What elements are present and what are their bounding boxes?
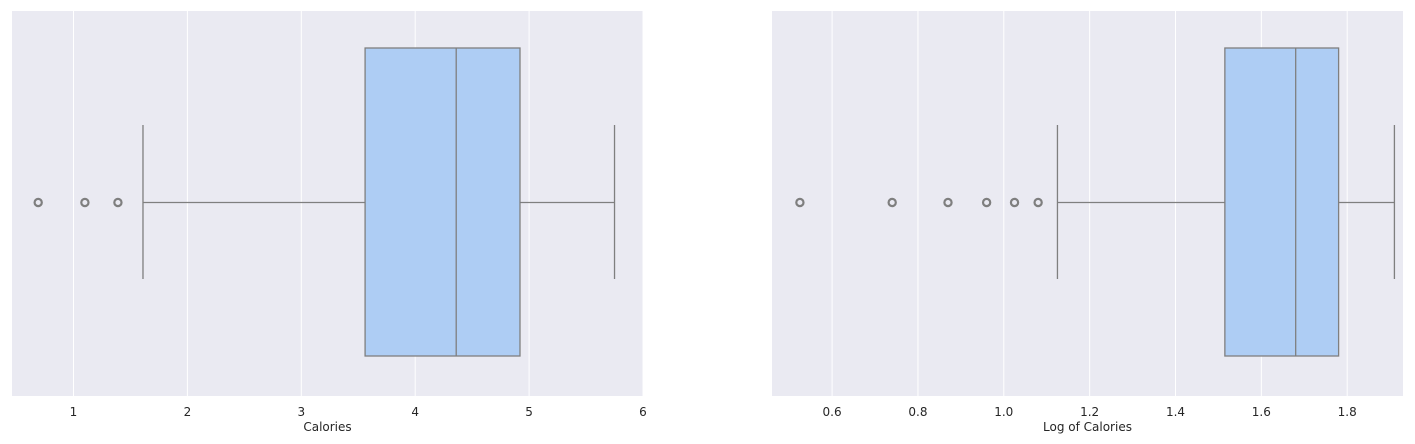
outlier-point xyxy=(1033,197,1043,208)
outlier-point xyxy=(887,197,897,208)
plot-area xyxy=(12,11,643,396)
outlier-point xyxy=(113,197,123,208)
x-tick-label: 1.0 xyxy=(994,405,1013,419)
x-tick-label: 1.6 xyxy=(1252,405,1271,419)
outlier-point xyxy=(943,197,953,208)
x-tick-label: 2 xyxy=(184,405,192,419)
x-tick-label: 4 xyxy=(411,405,419,419)
calories-boxplot-panel: 1 2 3 4 5 6 Calories xyxy=(12,11,647,434)
outlier-point xyxy=(1009,197,1020,208)
x-tick-label: 5 xyxy=(525,405,533,419)
interquartile-box xyxy=(1224,47,1340,357)
x-ticks: 1 2 3 4 5 6 xyxy=(70,405,647,419)
x-tick-label: 0.6 xyxy=(823,405,842,419)
outlier-point xyxy=(795,197,805,208)
x-ticks: 0.6 0.8 1.0 1.2 1.4 1.6 1.8 xyxy=(823,405,1357,419)
grid-lines xyxy=(831,11,1348,396)
outlier-point xyxy=(80,197,90,208)
x-tick-label: 1.8 xyxy=(1338,405,1357,419)
x-tick-label: 0.8 xyxy=(908,405,927,419)
x-tick-label: 1.4 xyxy=(1166,405,1185,419)
x-tick-label: 6 xyxy=(639,405,647,419)
x-axis-label: Calories xyxy=(303,420,351,434)
x-tick-label: 1 xyxy=(70,405,78,419)
box-marks xyxy=(795,47,1396,357)
interquartile-box xyxy=(364,47,521,357)
outlier-point xyxy=(981,197,992,208)
box-marks xyxy=(33,47,616,357)
x-axis-label: Log of Calories xyxy=(1043,420,1132,434)
x-tick-label: 1.2 xyxy=(1080,405,1099,419)
x-tick-label: 3 xyxy=(297,405,305,419)
outlier-point xyxy=(33,197,43,208)
log-calories-boxplot-panel: 0.6 0.8 1.0 1.2 1.4 1.6 1.8 Log of Calories xyxy=(772,11,1403,434)
